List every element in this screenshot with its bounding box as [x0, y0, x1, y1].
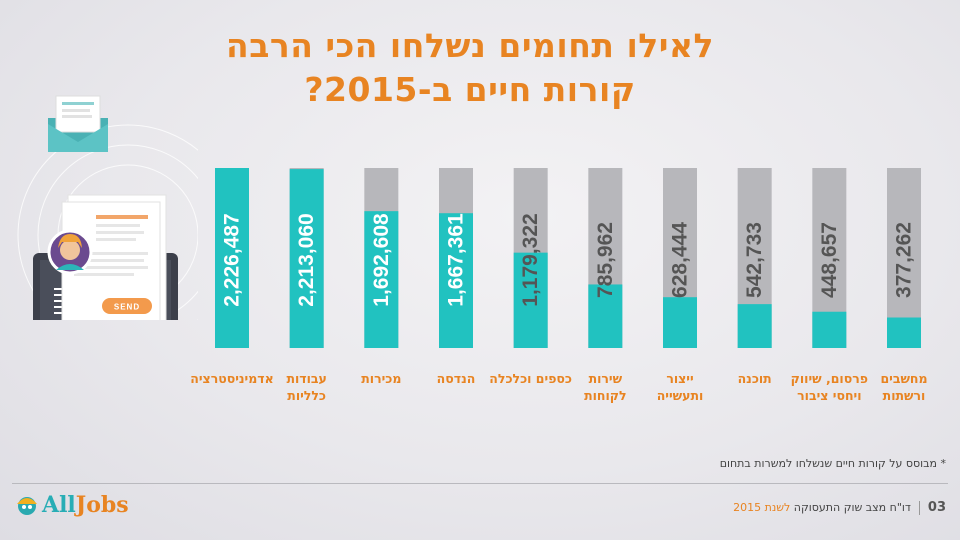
value-label: 448,657: [818, 222, 841, 298]
value-label: 1,667,361: [445, 213, 468, 307]
report-name: דו"ח מצב שוק התעסוקה: [793, 501, 911, 514]
bar: [364, 211, 399, 348]
value-label: 628,444: [669, 222, 692, 298]
category-label: אדמיניסטרציה: [190, 371, 274, 386]
value-label: 1,692,608: [370, 213, 393, 307]
value-label: 542,733: [743, 222, 766, 298]
bar: [215, 168, 249, 348]
bar: [588, 284, 623, 348]
envelope-icon: [48, 95, 108, 152]
value-label: 2,213,060: [295, 213, 318, 306]
send-button: [102, 298, 152, 314]
bar: [439, 213, 473, 348]
category-label: כספים וכלכלה: [489, 371, 572, 386]
page-number: 03: [927, 500, 946, 515]
footer-divider: [12, 483, 948, 484]
category-label: שירות לקוחות: [584, 371, 627, 403]
title-line-1: לאילו תחומים נשלחו הכי הרבה: [226, 26, 714, 65]
footnote: * מבוסס על קורות חיים שנשלחו למשרות בתחו…: [719, 457, 946, 470]
bar: [737, 304, 772, 348]
value-label: 2,226,487: [221, 213, 244, 306]
category-label: מחשבים ורשתות: [880, 371, 928, 403]
footer-separator: [918, 500, 920, 515]
bar: [289, 169, 324, 348]
cv-laptop-illustration: SEND: [17, 95, 198, 320]
category-label: פרסום, שיווק ויחסי ציבור: [790, 371, 868, 403]
logo-jobs: Jobs: [75, 492, 129, 518]
category-label: מכירות: [361, 371, 402, 386]
title-line-2: קורות חיים ב-2015?: [304, 70, 636, 109]
send-label: SEND: [114, 303, 140, 312]
logo-all: All: [42, 492, 76, 518]
category-label: הנדסה: [436, 371, 476, 386]
category-label: עבודות כלליות: [286, 371, 327, 403]
footer: 03 דו"ח מצב שוק התעסוקה לשנת 2015: [733, 500, 946, 515]
value-label: 785,962: [594, 222, 617, 298]
avatar: [47, 229, 93, 275]
value-label: 377,262: [893, 222, 916, 298]
report-year: לשנת 2015: [733, 501, 791, 514]
value-label: 1,179,322: [519, 213, 542, 306]
category-label: תוכנה: [737, 371, 772, 386]
category-label: ייצור ותעשייה: [656, 371, 704, 403]
chart-title: לאילו תחומים נשלחו הכי הרבה קורות חיים ב…: [150, 24, 790, 112]
bar: [663, 297, 697, 348]
bar: [887, 317, 921, 348]
alljobs-logo[interactable]: All Jobs: [14, 492, 129, 518]
bar: [513, 252, 548, 348]
hardhat-icon: [17, 497, 37, 515]
bar: [812, 311, 847, 348]
